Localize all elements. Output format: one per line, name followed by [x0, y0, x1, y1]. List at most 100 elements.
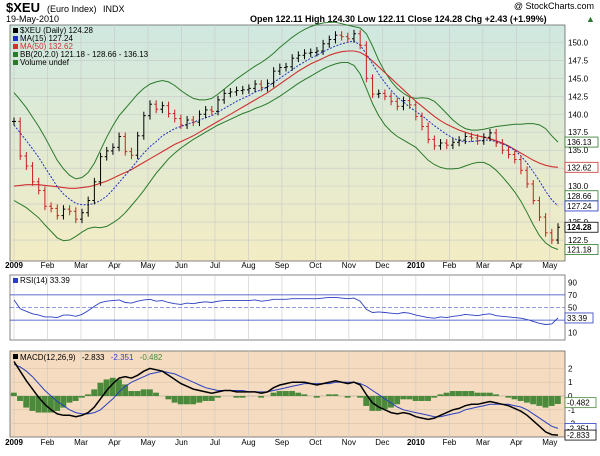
chart-exchange: INDX	[103, 4, 125, 14]
price-y-tick-label: 137.5	[568, 128, 589, 137]
macd-histogram-bar	[301, 394, 308, 396]
macd-histogram-bar	[270, 392, 277, 396]
ohlc-summary: Open 122.11 High 124.30 Low 122.11 Close…	[250, 14, 547, 24]
x-tick-label: Jul	[210, 438, 220, 447]
macd-histogram-bar	[60, 396, 67, 408]
bb-upper-last-label-box	[564, 136, 599, 148]
x-tick-label: Dec	[375, 261, 389, 270]
x-tick-label: Jun	[175, 261, 188, 270]
x-tick-label: Apr	[108, 261, 121, 270]
price-y-tick-label: 135.0	[568, 146, 589, 155]
macd-histogram-bar	[412, 396, 419, 401]
x-tick-label: Feb	[442, 438, 456, 447]
macd-histogram-bar	[35, 396, 42, 413]
x-tick-label: Mar	[74, 438, 88, 447]
legend-signal-value: -2.351	[111, 353, 134, 362]
ma15-last-label-box	[564, 200, 599, 212]
macd-histogram-bar	[276, 391, 283, 396]
bb-lower-last-label-box	[564, 244, 599, 255]
x-tick-label: Jul	[210, 261, 220, 270]
x-tick-label: Nov	[342, 261, 356, 270]
macd-histogram-bar	[23, 396, 30, 408]
price-y-tick-label: 150.0	[568, 38, 589, 47]
legend-volume: Volume undef	[20, 58, 70, 67]
macd-histogram-bar	[493, 394, 499, 396]
legend-swatch-ma50	[13, 44, 18, 49]
legend-swatch-macd	[13, 354, 18, 359]
rsi-y-tick-label: 70	[568, 291, 577, 300]
macd-histogram-bar	[214, 396, 221, 398]
chart-date: 19-May-2010	[6, 14, 59, 24]
x-tick-label: Feb	[41, 261, 55, 270]
x-tick-label: Apr	[510, 261, 523, 270]
macd-last-label: -2.833	[567, 431, 590, 440]
x-tick-label: 2009	[5, 261, 23, 270]
x-tick-label: Jun	[175, 438, 188, 447]
macd-histogram-bar	[208, 396, 215, 401]
legend-rsi: RSI(14) 33.39	[20, 276, 70, 285]
macd-y-tick-label: 1	[568, 378, 573, 387]
macd-histogram-bar	[165, 396, 172, 400]
macd-histogram-bar	[239, 396, 246, 398]
macd-histogram-bar	[91, 389, 98, 396]
macd-histogram-bar	[54, 396, 61, 411]
macd-histogram-bar	[505, 396, 512, 398]
series-layer	[10, 21, 561, 436]
legend-ma50: MA(50) 132.62	[20, 42, 73, 51]
rsi-legend: RSI(14) 33.39	[13, 276, 70, 285]
macd-hist-last-label: -0.482	[567, 399, 590, 408]
bb-lower-last-label: 121.18	[567, 246, 592, 255]
x-tick-label: Apr	[510, 438, 523, 447]
legend-macd-label: MACD(12,26,9)	[20, 353, 76, 362]
macd-last-label-box	[564, 429, 597, 441]
legend-macd: MACD(12,26,9) -2.833 -2.351 -0.482	[20, 353, 163, 362]
bb-upper-last-label: 136.13	[567, 138, 592, 147]
macd-histogram-bar	[116, 379, 122, 396]
macd-histogram-bar	[153, 392, 159, 396]
x-tick-label: Nov	[342, 438, 356, 447]
macd-histogram-bar	[542, 396, 549, 408]
x-tick-label: 2010	[407, 438, 425, 447]
macd-histogram-bar	[388, 396, 394, 408]
macd-signal-last-label: -2.351	[567, 424, 590, 433]
rsi-line	[13, 296, 559, 325]
x-tick-label: Oct	[309, 261, 322, 270]
macd-histogram-bar	[196, 396, 203, 403]
chart-index-name: (Euro Index)	[47, 4, 97, 14]
macd-histogram-bar	[171, 396, 178, 403]
macd-histogram-bar	[289, 391, 295, 396]
macd-histogram-bar	[437, 394, 444, 396]
rsi-y-tick-label: 50	[568, 304, 577, 313]
macd-histogram-bar	[443, 392, 450, 396]
macd-histogram-bar	[128, 391, 135, 396]
x-tick-label: 2010	[407, 261, 425, 270]
rsi-y-tick-label: 10	[568, 329, 577, 338]
macd-histogram-bar	[140, 389, 147, 396]
change-arrow-icon: ▲	[586, 14, 595, 24]
macd-y-tick-label: 0	[568, 392, 573, 401]
macd-histogram-bar	[462, 391, 469, 396]
ma50-line	[13, 50, 559, 189]
rsi-y-tick-label: 90	[568, 278, 577, 287]
macd-histogram-bar	[103, 379, 110, 396]
macd-histogram-bar	[282, 391, 289, 396]
x-tick-label: Oct	[309, 438, 322, 447]
macd-histogram-bar	[177, 396, 184, 405]
macd-histogram-bar	[295, 392, 302, 396]
macd-histogram-bar	[511, 396, 518, 400]
macd-histogram-bar	[202, 396, 209, 401]
macd-histogram-bar	[363, 396, 370, 406]
x-tick-label: Mar	[476, 438, 490, 447]
macd-histogram-bar	[480, 392, 487, 396]
macd-histogram-bar	[29, 396, 36, 411]
macd-histogram-bar	[449, 391, 456, 396]
macd-histogram-bar	[17, 396, 23, 401]
macd-histogram-bar	[486, 392, 493, 396]
legend-swatch-bb	[13, 52, 18, 57]
macd-histogram-bar	[530, 396, 537, 405]
legend-swatch-price	[13, 28, 18, 33]
macd-histogram-bar	[332, 394, 339, 396]
macd-histogram-bar	[313, 396, 320, 398]
x-tick-label: Sep	[275, 438, 290, 447]
